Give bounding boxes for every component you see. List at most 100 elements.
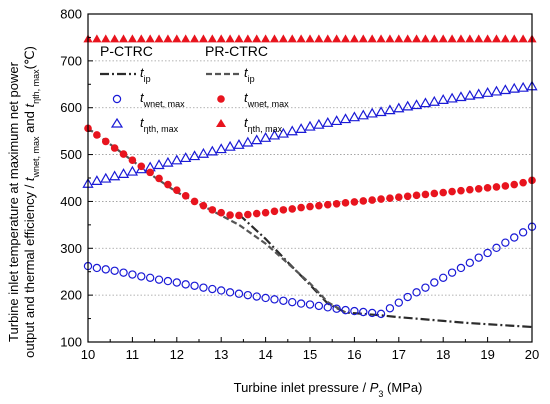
data-point	[481, 87, 494, 97]
data-point	[457, 186, 465, 195]
x-tick-label: 13	[214, 347, 228, 362]
data-point	[119, 150, 128, 158]
data-point	[128, 156, 137, 164]
data-point	[217, 208, 225, 217]
legend-group-prctrc: PR-CTRC	[205, 43, 268, 59]
data-point	[483, 34, 493, 43]
data-point	[261, 293, 270, 303]
data-point	[155, 174, 163, 183]
data-point	[92, 34, 102, 43]
y-tick-label: 100	[60, 335, 82, 350]
x-tick-label: 12	[170, 347, 184, 362]
data-point	[190, 281, 199, 290]
data-point	[465, 34, 475, 43]
data-point	[189, 34, 200, 43]
data-point	[295, 123, 307, 133]
legend-label-prctrc-wnet: twnet, max	[244, 90, 289, 109]
legend-swatch-prctrc-eta	[216, 119, 226, 127]
data-point	[359, 197, 368, 205]
data-point	[348, 111, 361, 122]
data-point	[181, 192, 190, 200]
data-point	[259, 131, 272, 142]
data-point	[429, 34, 439, 43]
data-point	[110, 34, 120, 43]
data-point	[377, 195, 385, 203]
data-point	[499, 84, 511, 95]
data-point	[190, 197, 199, 206]
data-point	[456, 34, 466, 43]
x-axis-title: Turbine inlet pressure / P3 (MPa)	[234, 380, 423, 399]
x-tick-label: 16	[347, 347, 361, 362]
data-point	[119, 268, 128, 277]
data-point	[492, 243, 501, 253]
data-point	[439, 188, 448, 197]
data-point	[252, 209, 261, 218]
data-point	[164, 180, 172, 189]
legend: P-CTRC PR-CTRC tip tip twnet, max twnet,…	[100, 43, 289, 134]
data-point	[287, 34, 297, 43]
data-point	[145, 34, 155, 43]
data-point	[234, 289, 244, 298]
data-point	[279, 206, 288, 214]
x-tick-label: 14	[258, 347, 272, 362]
data-point	[199, 283, 208, 292]
data-point	[466, 185, 474, 194]
data-point	[430, 278, 439, 287]
data-point	[518, 228, 528, 237]
data-point	[385, 34, 395, 43]
y-tick-label: 300	[60, 241, 82, 256]
legend-label-prctrc-tip: tip	[244, 65, 255, 84]
data-point	[172, 34, 182, 43]
y-axis-title-line2: output and thermal efficiency / twnet, m…	[22, 46, 41, 358]
data-point	[234, 34, 244, 43]
y-tick-label: 500	[60, 147, 82, 162]
x-tick-label: 11	[126, 347, 140, 362]
data-point	[153, 159, 165, 170]
data-point	[117, 168, 130, 178]
data-point	[350, 306, 359, 316]
data-point	[368, 196, 376, 204]
data-point	[162, 156, 174, 167]
tick-marks	[87, 13, 533, 343]
legend-label-pctrc-wnet: twnet, max	[140, 90, 185, 109]
data-point	[188, 150, 201, 161]
data-point	[225, 288, 235, 297]
series-line	[238, 213, 533, 329]
data-point	[403, 292, 412, 302]
y-tick-label: 200	[60, 288, 82, 303]
x-tick-label: 19	[480, 347, 494, 362]
data-point	[403, 192, 412, 201]
data-point	[199, 201, 208, 210]
data-point	[483, 248, 492, 258]
data-point	[448, 187, 456, 196]
data-point	[296, 299, 306, 308]
data-point	[242, 136, 254, 147]
data-point	[332, 304, 341, 313]
data-point	[101, 265, 110, 274]
x-tick-label: 20	[525, 347, 539, 362]
data-point	[394, 298, 403, 307]
data-point	[430, 189, 439, 198]
data-point	[216, 286, 226, 295]
data-point	[270, 295, 279, 304]
y-axis-title-line1: Turbine inlet temperature at maximum net…	[6, 61, 21, 342]
data-point	[447, 268, 457, 277]
data-point	[421, 190, 430, 199]
data-point	[358, 34, 368, 43]
data-point	[483, 184, 492, 192]
data-point	[146, 168, 154, 177]
data-point	[181, 280, 190, 289]
data-point	[439, 273, 448, 283]
x-axis-var-sub: 3	[378, 389, 383, 399]
data-point	[322, 116, 334, 127]
gridlines	[88, 60, 532, 296]
data-point	[109, 170, 121, 181]
data-point	[251, 134, 263, 145]
data-point	[332, 199, 341, 208]
y-tick-label: 700	[60, 53, 82, 68]
data-point	[421, 283, 430, 292]
data-point	[500, 34, 510, 43]
data-point	[394, 34, 404, 43]
data-point	[268, 129, 281, 140]
data-point	[393, 102, 405, 113]
